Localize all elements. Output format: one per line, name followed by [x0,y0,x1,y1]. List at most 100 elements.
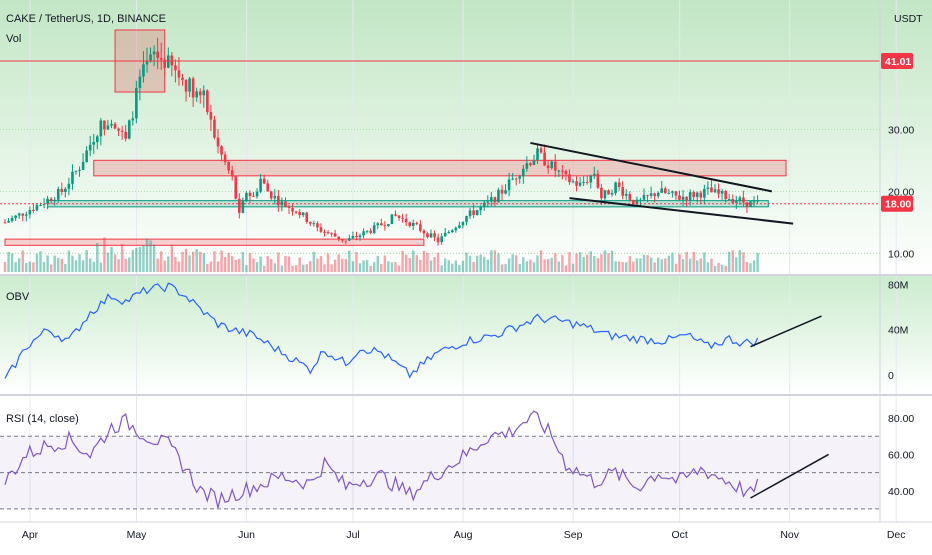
candle-body [710,187,713,193]
volume-bar [479,254,482,272]
volume-bar [415,255,418,272]
volume-bar [749,263,752,272]
volume-bar [628,256,631,272]
price-levels [0,60,880,225]
last-price-value: 18.00 [885,199,911,211]
candle-body [323,231,326,233]
volume-bar [447,260,450,272]
volume-bar [522,257,525,272]
volume-bar [231,256,234,272]
candle-body [628,194,632,200]
volume-bar [397,265,401,272]
volume-bar [593,256,596,272]
volume-bar [330,264,333,272]
volume-bar [348,250,351,272]
candle-body [35,205,39,211]
candle-body [695,192,699,198]
symbol-title: CAKE / TetherUS, 1D, BINANCE [6,13,166,25]
volume-bar [252,258,255,272]
volume-bar [362,260,365,272]
volume-bar [57,258,60,272]
candle-body [703,188,706,198]
candle-body [333,233,337,237]
candle-body [664,188,667,193]
volume-bar [326,253,330,272]
volume-bar [692,251,695,272]
candle-body [213,119,216,138]
candle-body [685,196,688,201]
volume-bar [291,265,294,272]
candle-body [340,239,344,241]
candle-body [401,217,404,219]
candle-body [553,161,557,171]
candle-body [135,87,138,119]
candle-body [465,216,468,222]
candle-body [692,192,695,198]
candle-body [358,235,362,238]
candle-body [671,191,674,193]
rsi-pane [0,410,880,510]
candle-body [277,195,280,206]
volume-bar [174,256,177,272]
candle-body [184,79,188,92]
candle-body [422,230,426,234]
volume-bar [713,265,717,272]
candle-body [493,197,497,203]
volume-bar [529,259,532,272]
volume-bar [380,263,383,272]
volume-bar [475,255,479,272]
candle-body [145,61,149,65]
volume-bar [518,264,521,272]
volume-bar [674,263,678,272]
candle-body [756,200,759,202]
volume-bar [582,256,585,272]
volume-bar [699,258,702,272]
candle-body [53,199,56,201]
candle-body [632,199,635,204]
candle-body [727,199,731,201]
volume-bar [53,255,56,272]
obv-pane [4,282,822,379]
volume-bar [561,255,564,272]
volume-bar [429,260,433,272]
volume-bar [92,261,95,272]
currency-label: USDT [894,13,923,25]
candle-body [596,173,600,188]
volume-bar [486,259,489,272]
volume-bar [358,263,362,272]
candle-body [10,217,14,221]
axes: Apr May Jun Jul Aug Sep Oct Nov Dec 10.00 20.00 30.… [22,124,915,541]
candle-body [550,161,553,169]
volume-bar [678,254,681,272]
candle-body [262,178,266,184]
volume-bar [752,260,756,272]
volume-bar [369,265,372,272]
volume-bar [298,257,301,272]
volume-bar [408,257,411,272]
candle-body [585,181,589,183]
volume-bar [444,258,447,272]
candle-body [195,91,198,98]
candle-body [752,201,756,203]
candle-body [507,179,511,191]
resistance-price-value: 41.01 [885,56,911,68]
candle-body [81,161,85,170]
candle-body [546,165,550,169]
volume-bar [81,260,85,272]
volume-bar [373,262,376,272]
volume-bar [39,251,42,272]
candle-body [191,78,195,98]
x-tick-label: Aug [454,529,473,541]
volume-bar [681,259,685,272]
candle-body [504,190,507,194]
volume-bar [223,257,227,272]
candle-body [600,187,603,199]
candle-body [749,201,752,207]
candle-body [440,236,443,243]
volume-bar [383,255,387,272]
candle-body [17,213,21,216]
x-tick-label: Apr [22,529,39,541]
volume-bar [696,260,699,272]
volume-bar [110,247,113,272]
candle-body [124,131,127,139]
